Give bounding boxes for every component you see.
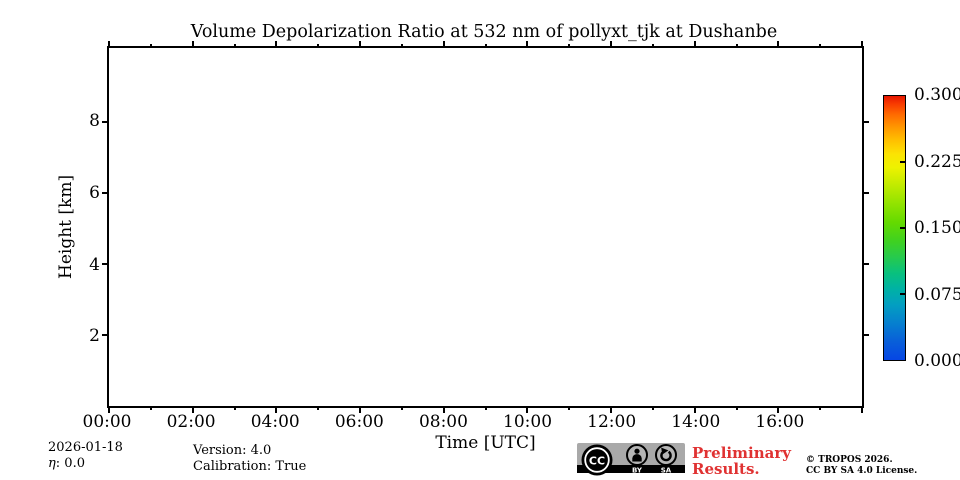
- y-tick-label: 6: [89, 182, 100, 203]
- x-minor-tick: [317, 44, 320, 48]
- eta-value: : 0.0: [55, 456, 85, 471]
- x-tick-label: 06:00: [334, 412, 384, 432]
- x-tick-label: 16:00: [755, 412, 805, 432]
- x-minor-tick: [484, 44, 487, 48]
- x-major-tick: [526, 406, 529, 413]
- x-minor-tick: [233, 44, 236, 48]
- x-major-tick: [359, 41, 361, 48]
- eta-symbol: η: [48, 456, 56, 471]
- y-major-tick: [102, 192, 109, 195]
- y-major-tick: [102, 121, 109, 124]
- colorbar-tick-label: 0.000: [914, 351, 960, 371]
- x-minor-tick: [735, 406, 738, 410]
- x-major-tick: [191, 41, 194, 48]
- x-major-tick: [861, 41, 863, 48]
- footer-version: Version: 4.0: [193, 443, 272, 458]
- x-minor-tick: [233, 406, 236, 410]
- x-minor-tick: [819, 44, 822, 48]
- x-minor-tick: [400, 406, 403, 410]
- y-major-tick: [862, 121, 869, 124]
- x-major-tick: [191, 406, 194, 413]
- x-tick-label: 04:00: [250, 412, 300, 432]
- cc-by-sa-badge[interactable]: CC BY SA: [577, 443, 685, 479]
- preliminary-results-note: Preliminary Results.: [692, 444, 791, 478]
- svg-text:CC: CC: [589, 455, 605, 468]
- x-minor-tick: [149, 44, 152, 48]
- x-minor-tick: [149, 406, 152, 410]
- colorbar: [883, 95, 906, 361]
- x-major-tick: [275, 41, 278, 48]
- x-major-tick: [108, 41, 110, 48]
- colorbar-tick-label: 0.225: [914, 151, 960, 172]
- sa-label: SA: [661, 467, 672, 475]
- x-major-tick: [693, 41, 696, 48]
- x-major-tick: [777, 41, 780, 48]
- x-tick-label: 14:00: [671, 412, 721, 432]
- by-label: BY: [632, 467, 643, 475]
- x-minor-tick: [400, 44, 403, 48]
- plot-area: [102, 41, 869, 413]
- colorbar-tick-label: 0.150: [914, 218, 960, 238]
- badge-bottom-strip: [577, 465, 685, 473]
- x-minor-tick: [484, 406, 487, 410]
- x-major-tick: [359, 406, 361, 413]
- x-major-tick: [442, 41, 445, 48]
- x-major-tick: [108, 406, 110, 413]
- x-major-tick: [861, 406, 863, 413]
- x-minor-tick: [819, 406, 822, 410]
- x-major-tick: [275, 406, 278, 413]
- y-major-tick: [862, 192, 869, 195]
- y-major-tick: [862, 334, 869, 337]
- y-major-tick: [102, 334, 109, 337]
- x-major-tick: [442, 406, 445, 413]
- x-tick-label: 02:00: [166, 412, 216, 432]
- sa-arrow-icon: [655, 444, 677, 466]
- x-minor-tick: [317, 406, 320, 410]
- x-major-tick: [693, 406, 696, 413]
- colorbar-tick-label: 0.075: [914, 284, 960, 305]
- y-tick-label: 8: [89, 111, 100, 132]
- y-tick-label: 4: [89, 254, 100, 275]
- x-major-tick: [610, 41, 612, 48]
- x-tick-label: 10:00: [503, 412, 553, 432]
- colorbar-tick: [900, 161, 905, 163]
- x-minor-tick: [568, 406, 571, 410]
- x-tick-label: 08:00: [418, 412, 468, 432]
- colorbar-tick: [900, 227, 905, 229]
- x-major-tick: [610, 406, 612, 413]
- x-tick-label: 12:00: [587, 412, 637, 432]
- cc-logo-icon: CC: [581, 444, 613, 476]
- footer-calibration: Calibration: True: [193, 459, 307, 474]
- x-tick-label: 00:00: [82, 412, 132, 432]
- x-minor-tick: [651, 44, 654, 48]
- x-axis-label: Time [UTC]: [435, 433, 536, 453]
- footer-eta: η: 0.0: [48, 456, 85, 471]
- x-major-tick: [526, 41, 529, 48]
- by-person-icon: [626, 444, 648, 466]
- y-axis-label: Height [km]: [56, 174, 76, 280]
- y-major-tick: [862, 263, 869, 266]
- colorbar-tick: [900, 293, 905, 295]
- y-tick-label: 2: [89, 326, 100, 347]
- copyright-note: © TROPOS 2026. CC BY SA 4.0 License.: [806, 455, 918, 476]
- chart-title: Volume Depolarization Ratio at 532 nm of…: [190, 22, 778, 42]
- x-minor-tick: [735, 44, 738, 48]
- colorbar-tick-label: 0.300: [914, 85, 960, 105]
- x-minor-tick: [651, 406, 654, 410]
- y-major-tick: [102, 263, 109, 266]
- x-major-tick: [777, 406, 780, 413]
- footer-date: 2026-01-18: [48, 440, 123, 455]
- x-minor-tick: [568, 44, 571, 48]
